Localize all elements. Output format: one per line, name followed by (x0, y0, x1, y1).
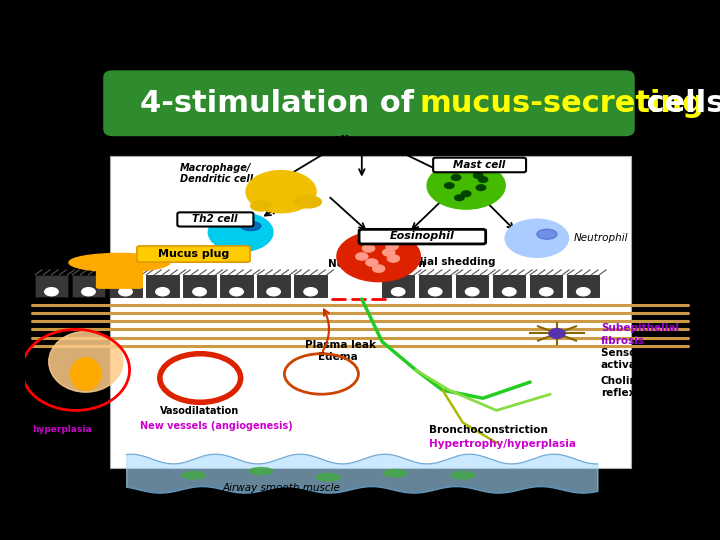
Text: Mucus plug: Mucus plug (158, 248, 229, 259)
Text: Airway smooth muscle: Airway smooth muscle (222, 483, 340, 494)
Ellipse shape (249, 468, 273, 475)
FancyBboxPatch shape (530, 275, 562, 297)
Circle shape (392, 288, 405, 296)
FancyBboxPatch shape (258, 275, 289, 297)
Circle shape (427, 162, 505, 209)
Text: New vessels (angiogenesis): New vessels (angiogenesis) (140, 421, 292, 430)
Text: Mucus
hypersecretion: Mucus hypersecretion (32, 402, 109, 422)
Text: Edema: Edema (318, 352, 358, 362)
Text: Subepithelial
fibrosis: Subepithelial fibrosis (600, 323, 679, 346)
FancyBboxPatch shape (109, 275, 142, 297)
FancyBboxPatch shape (294, 275, 327, 297)
FancyBboxPatch shape (137, 246, 250, 262)
Circle shape (119, 288, 132, 296)
Circle shape (382, 249, 395, 256)
Text: Bronchoconstriction: Bronchoconstriction (429, 424, 548, 435)
Text: Epithelial shedding: Epithelial shedding (382, 256, 495, 267)
Circle shape (577, 288, 590, 296)
FancyBboxPatch shape (359, 230, 486, 244)
Text: Allergen: Allergen (333, 135, 391, 148)
Circle shape (428, 288, 442, 296)
Circle shape (208, 213, 273, 252)
Circle shape (539, 288, 553, 296)
Text: Cholinergic
reflex: Cholinergic reflex (600, 376, 667, 399)
FancyBboxPatch shape (184, 275, 216, 297)
Text: Plasma leak: Plasma leak (305, 340, 376, 350)
Ellipse shape (71, 358, 101, 390)
Text: Dendritic cell: Dendritic cell (180, 174, 253, 184)
Circle shape (505, 219, 569, 258)
Text: cells: cells (636, 89, 720, 118)
Circle shape (474, 173, 483, 178)
Circle shape (356, 253, 368, 260)
Text: Vasodilatation: Vasodilatation (160, 406, 239, 416)
Ellipse shape (240, 221, 261, 231)
Text: 4-stimulation of: 4-stimulation of (140, 89, 425, 118)
Circle shape (476, 185, 486, 191)
Circle shape (82, 288, 95, 296)
Ellipse shape (316, 474, 340, 481)
Circle shape (337, 231, 420, 282)
Circle shape (193, 288, 207, 296)
Circle shape (362, 245, 374, 252)
Text: hyperplasia: hyperplasia (32, 424, 91, 434)
FancyBboxPatch shape (456, 275, 488, 297)
FancyBboxPatch shape (433, 158, 526, 172)
FancyBboxPatch shape (220, 275, 253, 297)
Text: Th2 cell: Th2 cell (192, 214, 238, 224)
Circle shape (246, 171, 316, 213)
Ellipse shape (251, 201, 271, 211)
Ellipse shape (181, 471, 205, 479)
Ellipse shape (69, 253, 170, 272)
Circle shape (455, 195, 464, 201)
Ellipse shape (384, 469, 408, 477)
FancyBboxPatch shape (104, 71, 634, 136)
FancyBboxPatch shape (177, 212, 253, 227)
FancyBboxPatch shape (567, 275, 600, 297)
Text: Macrophage/: Macrophage/ (180, 164, 251, 173)
Text: Sensory nerve
activation: Sensory nerve activation (600, 348, 685, 370)
Circle shape (304, 288, 318, 296)
Circle shape (465, 288, 479, 296)
Circle shape (372, 265, 384, 272)
Circle shape (451, 175, 461, 180)
Ellipse shape (294, 195, 321, 208)
FancyBboxPatch shape (382, 275, 414, 297)
Circle shape (45, 288, 58, 296)
FancyBboxPatch shape (493, 275, 526, 297)
Text: Neutrophil: Neutrophil (574, 233, 629, 244)
Text: mucus-secreting: mucus-secreting (419, 89, 704, 118)
FancyBboxPatch shape (419, 275, 451, 297)
Text: Mast cell: Mast cell (454, 159, 505, 170)
Circle shape (462, 191, 471, 197)
Circle shape (478, 177, 487, 183)
Circle shape (386, 243, 398, 250)
Circle shape (267, 288, 280, 296)
Circle shape (387, 255, 400, 262)
Circle shape (230, 288, 243, 296)
Text: Hypertrophy/hyperplasia: Hypertrophy/hyperplasia (429, 439, 576, 449)
Circle shape (445, 183, 454, 188)
Circle shape (549, 328, 565, 338)
FancyBboxPatch shape (72, 275, 104, 297)
FancyBboxPatch shape (109, 156, 631, 468)
FancyBboxPatch shape (146, 275, 179, 297)
FancyBboxPatch shape (96, 259, 143, 289)
Ellipse shape (451, 471, 474, 479)
Circle shape (172, 361, 228, 395)
Circle shape (366, 259, 378, 266)
Ellipse shape (49, 332, 123, 392)
FancyBboxPatch shape (35, 275, 68, 297)
Text: Eosinophil: Eosinophil (390, 231, 455, 241)
Text: Nerve activation: Nerve activation (328, 259, 426, 268)
Ellipse shape (537, 229, 557, 239)
Circle shape (503, 288, 516, 296)
Circle shape (156, 288, 169, 296)
